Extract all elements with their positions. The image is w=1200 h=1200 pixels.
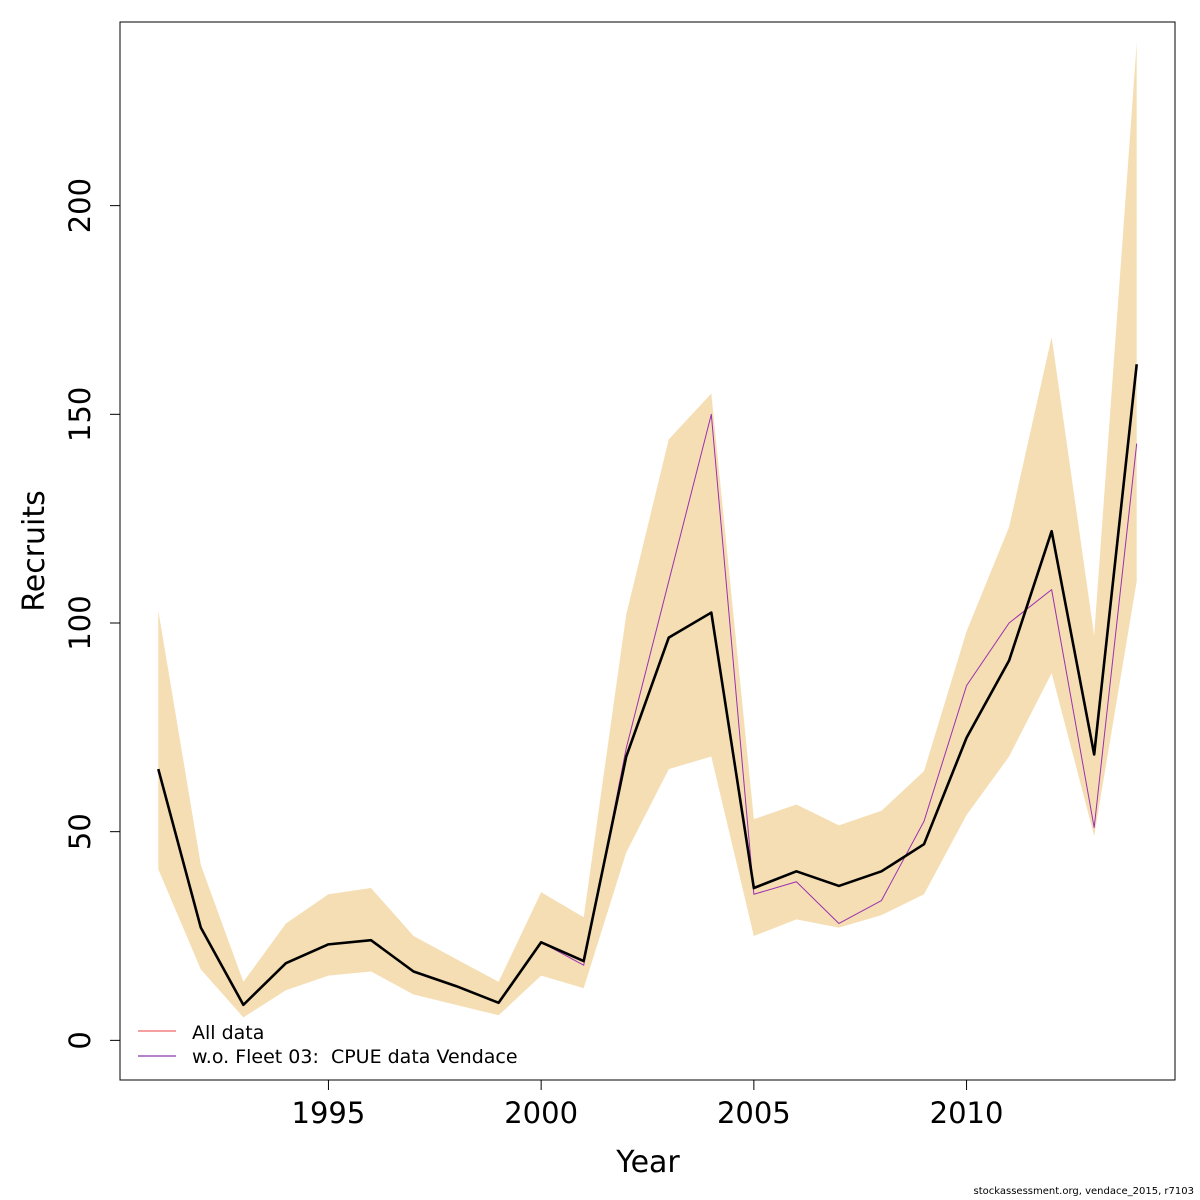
y-axis-label: Recruits — [17, 490, 52, 612]
footer-credit: stockassessment.org, vendace_2015, r7103 — [973, 1186, 1194, 1197]
x-tick-label-2000: 2000 — [504, 1096, 578, 1130]
y-tick-label-200: 200 — [63, 178, 97, 233]
y-tick-label-150: 150 — [63, 387, 97, 442]
y-tick-label-100: 100 — [63, 595, 97, 650]
y-axis: 0 50 100 150 200 — [63, 178, 121, 1050]
x-axis: 1995 2000 2005 2010 — [292, 1079, 1004, 1130]
series-layer — [157, 364, 1139, 1007]
legend: All data w.o. Fleet 03: CPUE data Vendac… — [138, 1022, 518, 1068]
confidence-band-layer — [158, 42, 1137, 1018]
x-axis-label: Year — [615, 1145, 680, 1180]
legend-label-all-data: All data — [192, 1022, 264, 1044]
x-tick-label-1995: 1995 — [292, 1096, 366, 1130]
legend-label-wo-fleet-03: w.o. Fleet 03: CPUE data Vendace — [192, 1046, 518, 1068]
x-tick-label-2005: 2005 — [717, 1096, 791, 1130]
confidence-band — [158, 42, 1137, 1018]
series-line-all-data — [157, 364, 1139, 1007]
y-tick-label-50: 50 — [63, 813, 97, 850]
x-tick-label-2010: 2010 — [930, 1096, 1004, 1130]
y-tick-label-0: 0 — [63, 1031, 97, 1049]
